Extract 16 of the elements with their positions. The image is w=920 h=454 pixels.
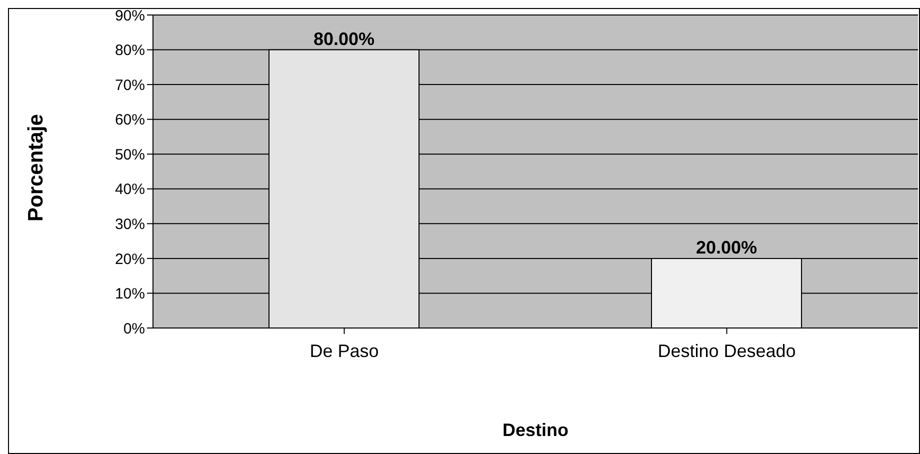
y-tick-label: 90% bbox=[114, 7, 145, 24]
y-tick-label: 60% bbox=[114, 112, 145, 129]
x-axis-title: Destino bbox=[502, 420, 569, 440]
x-tick-label: De Paso bbox=[310, 340, 379, 361]
data-label: 20.00% bbox=[696, 237, 758, 258]
x-tick-label: Destino Deseado bbox=[658, 340, 796, 361]
y-tick-label: 80% bbox=[114, 42, 145, 60]
y-tick-label: 20% bbox=[114, 250, 145, 268]
y-tick-label: 40% bbox=[114, 181, 145, 198]
y-axis-title: Porcentaje bbox=[24, 114, 48, 222]
y-tick-label: 70% bbox=[114, 76, 145, 94]
y-tick-label: 10% bbox=[114, 286, 145, 303]
y-tick-label: 50% bbox=[114, 146, 145, 164]
y-tick-label: 0% bbox=[123, 320, 145, 338]
y-tick-label: 30% bbox=[114, 216, 145, 233]
data-label: 80.00% bbox=[313, 28, 375, 49]
